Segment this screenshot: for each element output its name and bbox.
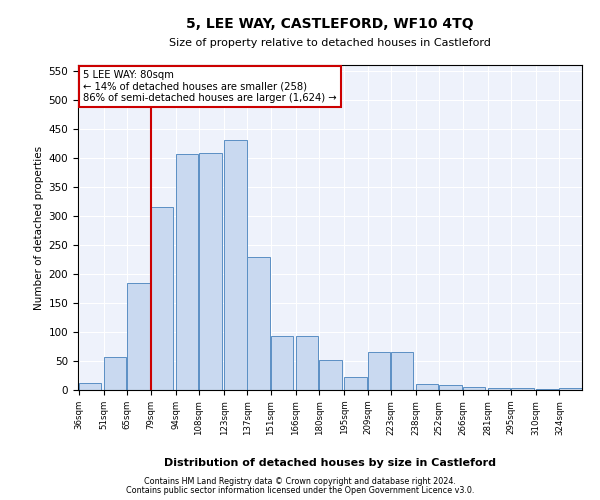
Bar [559, 388, 582, 390]
Text: Contains public sector information licensed under the Open Government Licence v3: Contains public sector information licen… [126, 486, 474, 495]
Text: 5 LEE WAY: 80sqm
← 14% of detached houses are smaller (258)
86% of semi-detached: 5 LEE WAY: 80sqm ← 14% of detached house… [83, 70, 337, 103]
Bar [536, 389, 559, 390]
Bar [151, 207, 173, 390]
Bar [296, 336, 319, 390]
Bar [391, 352, 413, 390]
Y-axis label: Number of detached properties: Number of detached properties [34, 146, 44, 310]
Bar [199, 153, 221, 390]
Bar [127, 282, 150, 390]
Bar [224, 140, 247, 390]
Bar [271, 336, 293, 390]
Bar [416, 384, 439, 390]
Bar [463, 386, 485, 390]
Text: Contains HM Land Registry data © Crown copyright and database right 2024.: Contains HM Land Registry data © Crown c… [144, 477, 456, 486]
Text: Size of property relative to detached houses in Castleford: Size of property relative to detached ho… [169, 38, 491, 48]
Bar [79, 383, 101, 390]
Bar [368, 352, 390, 390]
Bar [247, 256, 270, 390]
Bar [488, 388, 510, 390]
Text: 5, LEE WAY, CASTLEFORD, WF10 4TQ: 5, LEE WAY, CASTLEFORD, WF10 4TQ [186, 18, 474, 32]
Bar [104, 357, 127, 390]
Bar [344, 376, 367, 390]
Bar [319, 360, 341, 390]
Bar [176, 154, 198, 390]
Text: Distribution of detached houses by size in Castleford: Distribution of detached houses by size … [164, 458, 496, 468]
Bar [511, 388, 533, 390]
Bar [439, 386, 462, 390]
